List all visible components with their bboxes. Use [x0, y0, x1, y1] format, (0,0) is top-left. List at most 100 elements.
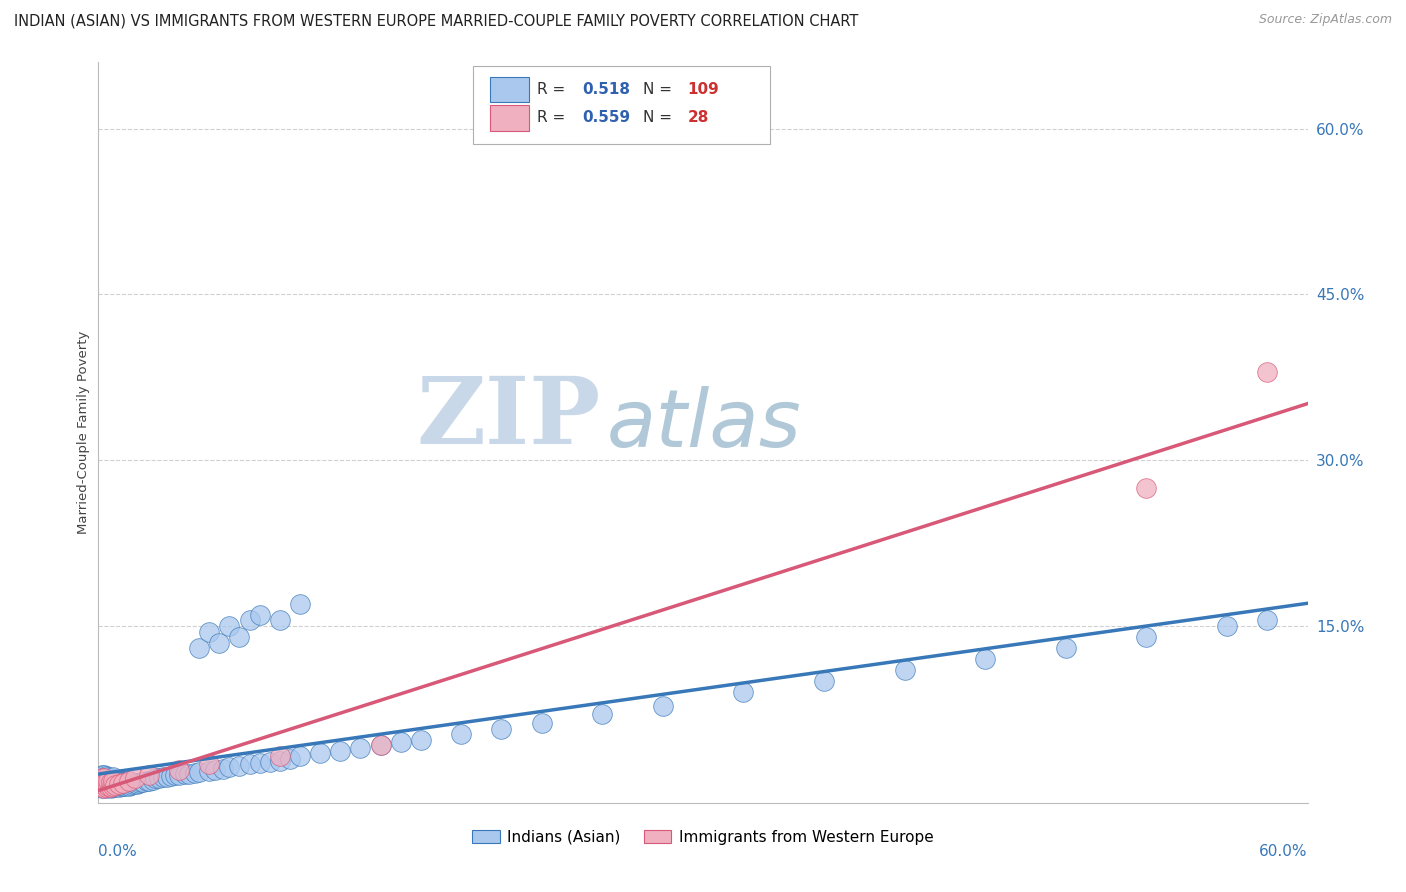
- Point: [228, 759, 250, 773]
- Point: [96, 780, 118, 795]
- Point: [1054, 641, 1077, 656]
- Point: [93, 774, 115, 789]
- Legend: Indians (Asian), Immigrants from Western Europe: Indians (Asian), Immigrants from Western…: [467, 823, 939, 851]
- Point: [96, 774, 118, 789]
- Point: [111, 774, 134, 789]
- Point: [733, 685, 755, 699]
- Point: [96, 779, 118, 793]
- Point: [269, 614, 291, 628]
- Point: [118, 773, 141, 788]
- Text: 0.559: 0.559: [582, 111, 630, 126]
- Point: [101, 771, 124, 785]
- Point: [1135, 630, 1157, 644]
- Text: 0.0%: 0.0%: [98, 844, 138, 858]
- Point: [93, 781, 115, 796]
- Point: [184, 766, 207, 780]
- Point: [97, 780, 120, 795]
- Point: [107, 777, 129, 791]
- Point: [93, 777, 115, 791]
- Point: [97, 777, 120, 791]
- Point: [97, 773, 120, 788]
- Point: [204, 763, 226, 777]
- Point: [142, 772, 165, 787]
- Point: [974, 652, 997, 666]
- Point: [278, 751, 301, 765]
- FancyBboxPatch shape: [491, 77, 529, 102]
- Text: Source: ZipAtlas.com: Source: ZipAtlas.com: [1258, 13, 1392, 27]
- Point: [100, 774, 122, 789]
- Point: [218, 760, 240, 774]
- Point: [156, 771, 179, 785]
- Point: [1256, 614, 1278, 628]
- Point: [115, 778, 138, 792]
- Point: [110, 774, 132, 789]
- Point: [103, 780, 125, 795]
- Point: [114, 779, 136, 793]
- Text: 60.0%: 60.0%: [1260, 844, 1308, 858]
- Text: N =: N =: [643, 111, 676, 126]
- Text: N =: N =: [643, 81, 676, 96]
- Point: [103, 777, 125, 791]
- Point: [96, 776, 118, 790]
- Text: INDIAN (ASIAN) VS IMMIGRANTS FROM WESTERN EUROPE MARRIED-COUPLE FAMILY POVERTY C: INDIAN (ASIAN) VS IMMIGRANTS FROM WESTER…: [14, 13, 859, 29]
- Point: [96, 772, 118, 787]
- Point: [103, 773, 125, 788]
- Point: [132, 774, 155, 789]
- Point: [107, 776, 129, 790]
- Point: [249, 756, 271, 770]
- Point: [124, 772, 146, 786]
- Point: [288, 597, 311, 611]
- Text: R =: R =: [537, 81, 571, 96]
- Point: [1256, 365, 1278, 379]
- Point: [269, 749, 291, 764]
- Point: [349, 740, 371, 755]
- Text: ZIP: ZIP: [416, 373, 600, 463]
- Point: [100, 772, 122, 786]
- Point: [530, 716, 553, 731]
- Point: [93, 768, 115, 782]
- Point: [329, 744, 352, 758]
- Text: R =: R =: [537, 111, 571, 126]
- Point: [91, 768, 114, 782]
- Point: [1135, 481, 1157, 495]
- Point: [143, 772, 166, 786]
- Point: [105, 776, 128, 790]
- Point: [249, 607, 271, 622]
- Point: [91, 780, 114, 795]
- Point: [91, 772, 114, 786]
- Point: [174, 767, 197, 781]
- Point: [228, 630, 250, 644]
- Point: [89, 773, 111, 788]
- Point: [491, 722, 513, 736]
- Point: [97, 779, 120, 793]
- Point: [91, 773, 114, 788]
- Point: [93, 772, 115, 786]
- Point: [450, 727, 472, 741]
- Point: [198, 624, 221, 639]
- Point: [212, 762, 235, 776]
- Point: [124, 776, 146, 790]
- Point: [198, 764, 221, 778]
- Point: [121, 777, 143, 791]
- Point: [120, 778, 142, 792]
- Point: [101, 773, 124, 788]
- Point: [111, 779, 134, 793]
- Point: [128, 776, 150, 790]
- Point: [288, 749, 311, 764]
- Point: [118, 773, 141, 788]
- Point: [129, 774, 152, 789]
- Point: [1216, 619, 1239, 633]
- Point: [89, 772, 111, 786]
- Point: [91, 772, 114, 786]
- Point: [269, 754, 291, 768]
- Point: [893, 663, 915, 677]
- FancyBboxPatch shape: [474, 66, 769, 144]
- Point: [138, 768, 160, 782]
- Point: [100, 774, 122, 789]
- Point: [188, 641, 211, 656]
- Point: [370, 739, 392, 753]
- Text: 109: 109: [688, 81, 718, 96]
- Point: [309, 746, 332, 760]
- Point: [135, 773, 157, 788]
- Point: [105, 779, 128, 793]
